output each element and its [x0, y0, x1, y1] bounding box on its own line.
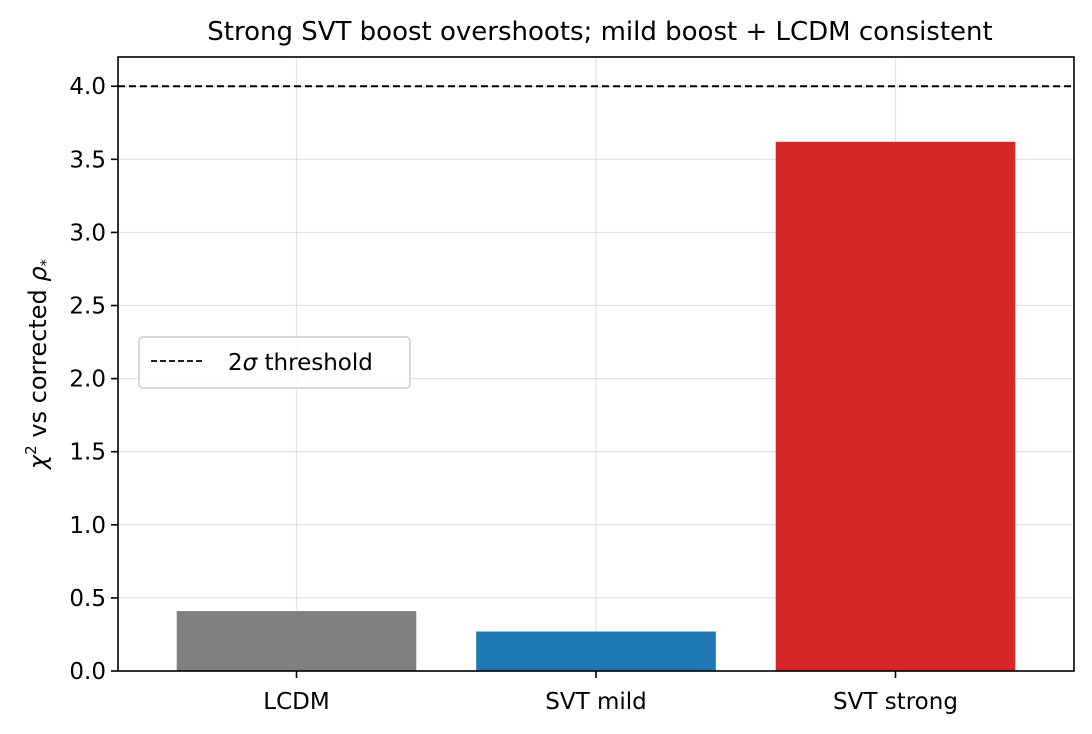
- y-tick-label: 1.5: [69, 440, 106, 466]
- y-axis-label-sub: *: [37, 258, 55, 266]
- y-tick-label: 3.5: [69, 147, 106, 173]
- y-tick-label: 3.0: [69, 220, 106, 246]
- y-axis-label-sup: 2: [22, 445, 40, 455]
- x-axis: LCDM SVT mild SVT strong: [263, 671, 958, 715]
- x-tick-label: SVT mild: [545, 689, 646, 715]
- legend-box: [138, 336, 411, 389]
- legend-label-sigma: σ: [243, 350, 259, 376]
- y-axis-label: χ2 vs corrected ρ*: [22, 258, 55, 471]
- y-axis: 0.0 0.5 1.0 1.5 2.0 2.5 3.0 3.5 4.0: [69, 74, 118, 685]
- chart-title: Strong SVT boost overshoots; mild boost …: [207, 17, 992, 47]
- y-axis-label-chi: χ: [24, 454, 52, 471]
- x-tick-label: LCDM: [263, 689, 329, 715]
- y-tick-label: 4.0: [69, 74, 106, 100]
- bars: [176, 141, 1016, 672]
- bar-svt-mild: [476, 631, 716, 671]
- bar-lcdm: [176, 611, 417, 671]
- legend-label: 2σ threshold: [228, 350, 373, 376]
- legend: 2σ threshold: [138, 336, 411, 389]
- y-tick-label: 1.0: [69, 513, 106, 539]
- bar-svt-strong: [775, 141, 1016, 672]
- y-axis-label-mid: vs corrected: [24, 282, 52, 446]
- y-tick-label: 0.5: [69, 586, 106, 612]
- legend-label-post: threshold: [257, 350, 373, 376]
- y-tick-label: 0.0: [69, 659, 106, 685]
- legend-label-pre: 2: [228, 350, 243, 376]
- x-tick-label: SVT strong: [833, 689, 958, 715]
- y-tick-label: 2.0: [69, 367, 106, 393]
- y-axis-label-rho: ρ: [24, 266, 52, 281]
- y-tick-label: 2.5: [69, 294, 106, 320]
